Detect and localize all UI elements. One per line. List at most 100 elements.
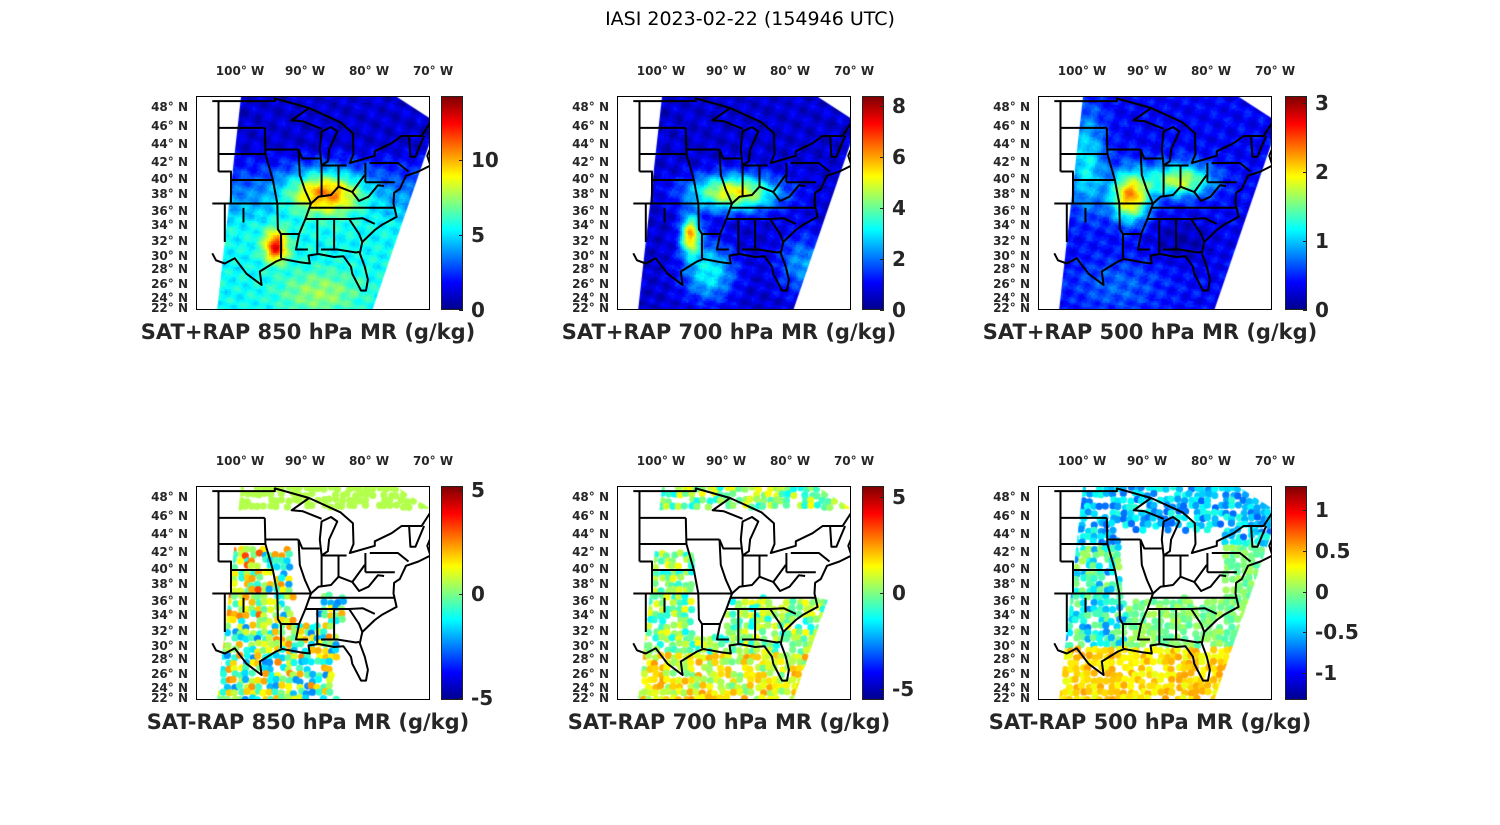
lat-tick-label: 28° N: [151, 262, 188, 276]
boundary-line: [1105, 127, 1124, 235]
lat-tick-label: 30° N: [151, 249, 188, 263]
lat-tick-label: 46° N: [151, 119, 188, 133]
lat-tick-label: 26° N: [993, 667, 1030, 681]
boundary-line: [716, 539, 733, 641]
lat-tick-label: 48° N: [151, 100, 188, 114]
boundary-line: [790, 162, 831, 173]
boundary-line: [290, 107, 322, 130]
lon-tick-label: 80° W: [348, 454, 390, 468]
lat-tick-label: 42° N: [572, 155, 609, 169]
lon-tick-label: 80° W: [769, 64, 811, 78]
boundary-line: [1250, 135, 1268, 158]
state-boundaries: [211, 487, 429, 682]
colorbar-tick-label: -5: [471, 685, 494, 710]
boundary-line: [731, 564, 787, 595]
boundary-line: [716, 149, 733, 251]
boundary-line: [1132, 497, 1164, 520]
boundary-line: [1105, 517, 1124, 625]
lat-tick-label: 26° N: [572, 667, 609, 681]
lat-tick-label: 28° N: [572, 652, 609, 666]
colorbar-tick: [459, 594, 463, 596]
boundary-line: [297, 149, 320, 160]
lat-tick-label: 46° N: [572, 119, 609, 133]
figure-title: IASI 2023-02-22 (154946 UTC): [605, 8, 895, 30]
lon-tick-label: 70° W: [833, 454, 875, 468]
boundary-line: [295, 149, 312, 251]
colorbar-tick: [1303, 632, 1307, 634]
boundary-line: [218, 560, 232, 594]
boundary-line: [348, 608, 364, 633]
lat-tick-label: 28° N: [993, 262, 1030, 276]
boundary-line: [351, 574, 385, 592]
lat-tick-label: 32° N: [151, 234, 188, 248]
lat-tick-label: 24° N: [572, 681, 609, 695]
lat-tick-label: 44° N: [572, 527, 609, 541]
panel-title: SAT-RAP 500 hPa MR (g/kg): [988, 710, 1312, 734]
boundary-line: [263, 517, 282, 625]
boundary-line: [318, 516, 339, 557]
lon-tick-label: 100° W: [1057, 454, 1107, 468]
boundary-line: [1147, 217, 1218, 225]
boundary-line: [1152, 174, 1208, 205]
lat-tick-label: 40° N: [151, 562, 188, 576]
colorbar-tick: [880, 688, 884, 690]
lat-tick-label: 40° N: [993, 562, 1030, 576]
panel-title: SAT+RAP 700 hPa MR (g/kg): [561, 320, 897, 344]
lat-tick-label: 42° N: [151, 545, 188, 559]
colorbar-tick: [880, 497, 884, 499]
lat-tick-label: 22° N: [151, 691, 188, 705]
colorbar-tick-label: 0.5: [1315, 539, 1351, 564]
lon-tick-label: 90° W: [1126, 454, 1168, 468]
colorbar: [1285, 486, 1307, 700]
boundary-line: [408, 525, 426, 548]
panel-title: SAT+RAP 500 hPa MR (g/kg): [982, 320, 1318, 344]
lat-tick-label: 40° N: [993, 172, 1030, 186]
boundary-line: [348, 218, 364, 243]
colorbar-tick-label: 0: [471, 298, 485, 322]
lat-tick-label: 48° N: [993, 490, 1030, 504]
colorbar-tick-label: 10: [471, 148, 499, 173]
colorbar: [441, 486, 463, 700]
boundary-line: [408, 135, 426, 158]
colorbar-tick: [1303, 240, 1307, 242]
lat-tick-label: 22° N: [572, 301, 609, 315]
colorbar-tick-label: 6: [892, 145, 906, 170]
lon-tick-label: 80° W: [1190, 454, 1232, 468]
boundary-line: [1190, 218, 1206, 243]
boundary-line: [1250, 525, 1268, 548]
boundary-line: [1163, 638, 1202, 644]
boundary-line: [211, 97, 429, 292]
colorbar-tick: [1303, 310, 1307, 311]
colorbar-tick: [880, 259, 884, 261]
lat-tick-label: 42° N: [572, 545, 609, 559]
boundary-line: [1160, 516, 1181, 557]
panel-title: SAT-RAP 850 hPa MR (g/kg): [146, 710, 470, 734]
boundary-line: [718, 149, 741, 160]
lon-tick-label: 80° W: [348, 64, 390, 78]
lat-tick-label: 24° N: [993, 681, 1030, 695]
boundary-line: [829, 135, 847, 158]
lon-tick-label: 90° W: [705, 64, 747, 78]
boundary-line: [772, 184, 806, 202]
lat-tick-label: 26° N: [151, 667, 188, 681]
colorbar-tick-label: -5: [892, 676, 915, 701]
boundary-line: [684, 517, 703, 625]
lat-tick-label: 44° N: [572, 137, 609, 151]
lat-tick-label: 48° N: [993, 100, 1030, 114]
boundary-line: [1152, 564, 1208, 595]
lat-tick-label: 48° N: [151, 490, 188, 504]
boundary-line: [1193, 574, 1227, 592]
colorbar-tick-label: 0: [471, 582, 485, 607]
lat-tick-label: 44° N: [993, 137, 1030, 151]
lat-tick-label: 22° N: [993, 301, 1030, 315]
lat-tick-label: 40° N: [151, 172, 188, 186]
boundary-line: [632, 487, 850, 682]
lat-tick-label: 48° N: [572, 490, 609, 504]
boundary-line: [218, 170, 232, 204]
boundary-line: [1211, 162, 1252, 173]
lat-tick-label: 44° N: [151, 137, 188, 151]
boundary-line: [1060, 170, 1074, 204]
lat-tick-label: 42° N: [993, 155, 1030, 169]
lat-tick-label: 38° N: [993, 577, 1030, 591]
lat-tick-label: 24° N: [151, 681, 188, 695]
